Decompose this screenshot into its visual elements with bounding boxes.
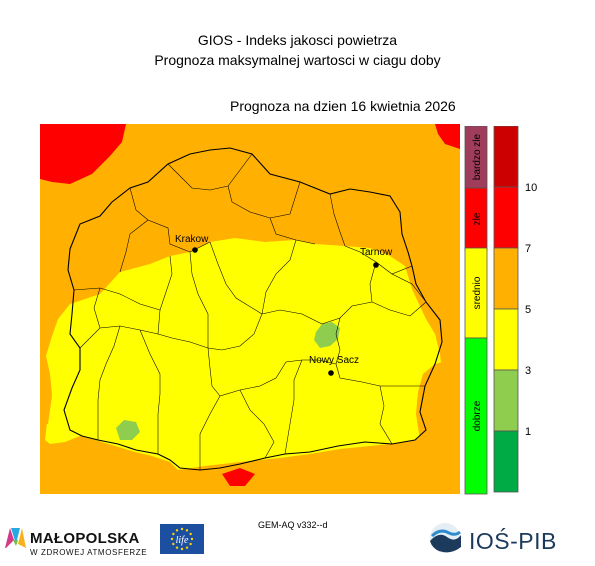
legend: bardzo zle zle srednio dobrze 10 7 5 3 1	[464, 126, 537, 495]
legend-categories: bardzo zle zle srednio dobrze	[464, 126, 488, 495]
legend-tick-label: 1	[525, 426, 531, 438]
legend-category-label: zle	[472, 212, 483, 225]
eu-flag-icon: life	[160, 524, 204, 554]
forecast-date: Prognoza na dzien 16 kwietnia 2026	[230, 98, 456, 114]
malopolska-logo: MAŁOPOLSKA W ZDROWEJ ATMOSFERZE	[4, 524, 147, 557]
zone-bad-ne	[435, 124, 460, 149]
legend-scale: 10 7 5 3 1	[493, 126, 537, 493]
region-boundaries	[63, 147, 443, 471]
zone-sufficient	[45, 238, 442, 470]
city-marker	[328, 370, 334, 376]
zone-bad-south	[222, 468, 255, 486]
legend-tick-label: 7	[525, 243, 531, 255]
legend-category-label: srednio	[472, 276, 483, 309]
malopolska-name: MAŁOPOLSKA	[30, 530, 140, 547]
zone-bad-nw	[40, 124, 126, 184]
city-label: Nowy Sacz	[309, 355, 359, 366]
city-label: Tarnow	[360, 247, 393, 258]
zone-good-west	[116, 420, 140, 440]
legend-category-label: dobrze	[472, 400, 483, 431]
ios-wave-icon	[430, 523, 461, 553]
ios-pib-logo: IOŚ-PIB	[425, 521, 556, 560]
air-quality-map: Krakow Tarnow Nowy Sacz	[40, 124, 460, 494]
city-markers: Krakow Tarnow Nowy Sacz	[175, 234, 393, 376]
legend-tick-label: 5	[525, 304, 531, 316]
legend-scale-segment	[493, 369, 519, 432]
eu-life-logo: life	[160, 524, 204, 559]
legend-scale-segment	[493, 186, 519, 249]
chart-subtitle: Prognoza maksymalnej wartosci w ciagu do…	[154, 52, 441, 68]
legend-tick-label: 10	[525, 182, 537, 194]
life-text: life	[176, 535, 189, 546]
malopolska-mark-icon	[5, 528, 26, 548]
legend-scale-segment	[493, 430, 519, 493]
model-label: GEM-AQ v332--d	[258, 520, 328, 530]
zone-moderate-south	[416, 360, 460, 440]
legend-category	[464, 337, 488, 495]
chart-title: GIOS - Indeks jakosci powietrza	[197, 32, 398, 48]
ios-pib-name: IOŚ-PIB	[469, 528, 557, 554]
legend-category-label: bardzo zle	[472, 133, 483, 180]
legend-scale-segment	[493, 247, 519, 310]
district-boundaries	[73, 153, 427, 470]
city-marker	[373, 262, 379, 268]
zone-good-nowysacz	[314, 322, 340, 348]
city-label: Krakow	[175, 234, 209, 245]
zone-moderate-east	[435, 314, 460, 356]
legend-tick-label: 3	[525, 365, 531, 377]
malopolska-tagline: W ZDROWEJ ATMOSFERZE	[30, 548, 148, 557]
city-marker	[192, 247, 198, 253]
zone-moderate-sw	[40, 394, 52, 424]
legend-scale-segment	[493, 308, 519, 371]
legend-scale-segment	[493, 126, 519, 188]
